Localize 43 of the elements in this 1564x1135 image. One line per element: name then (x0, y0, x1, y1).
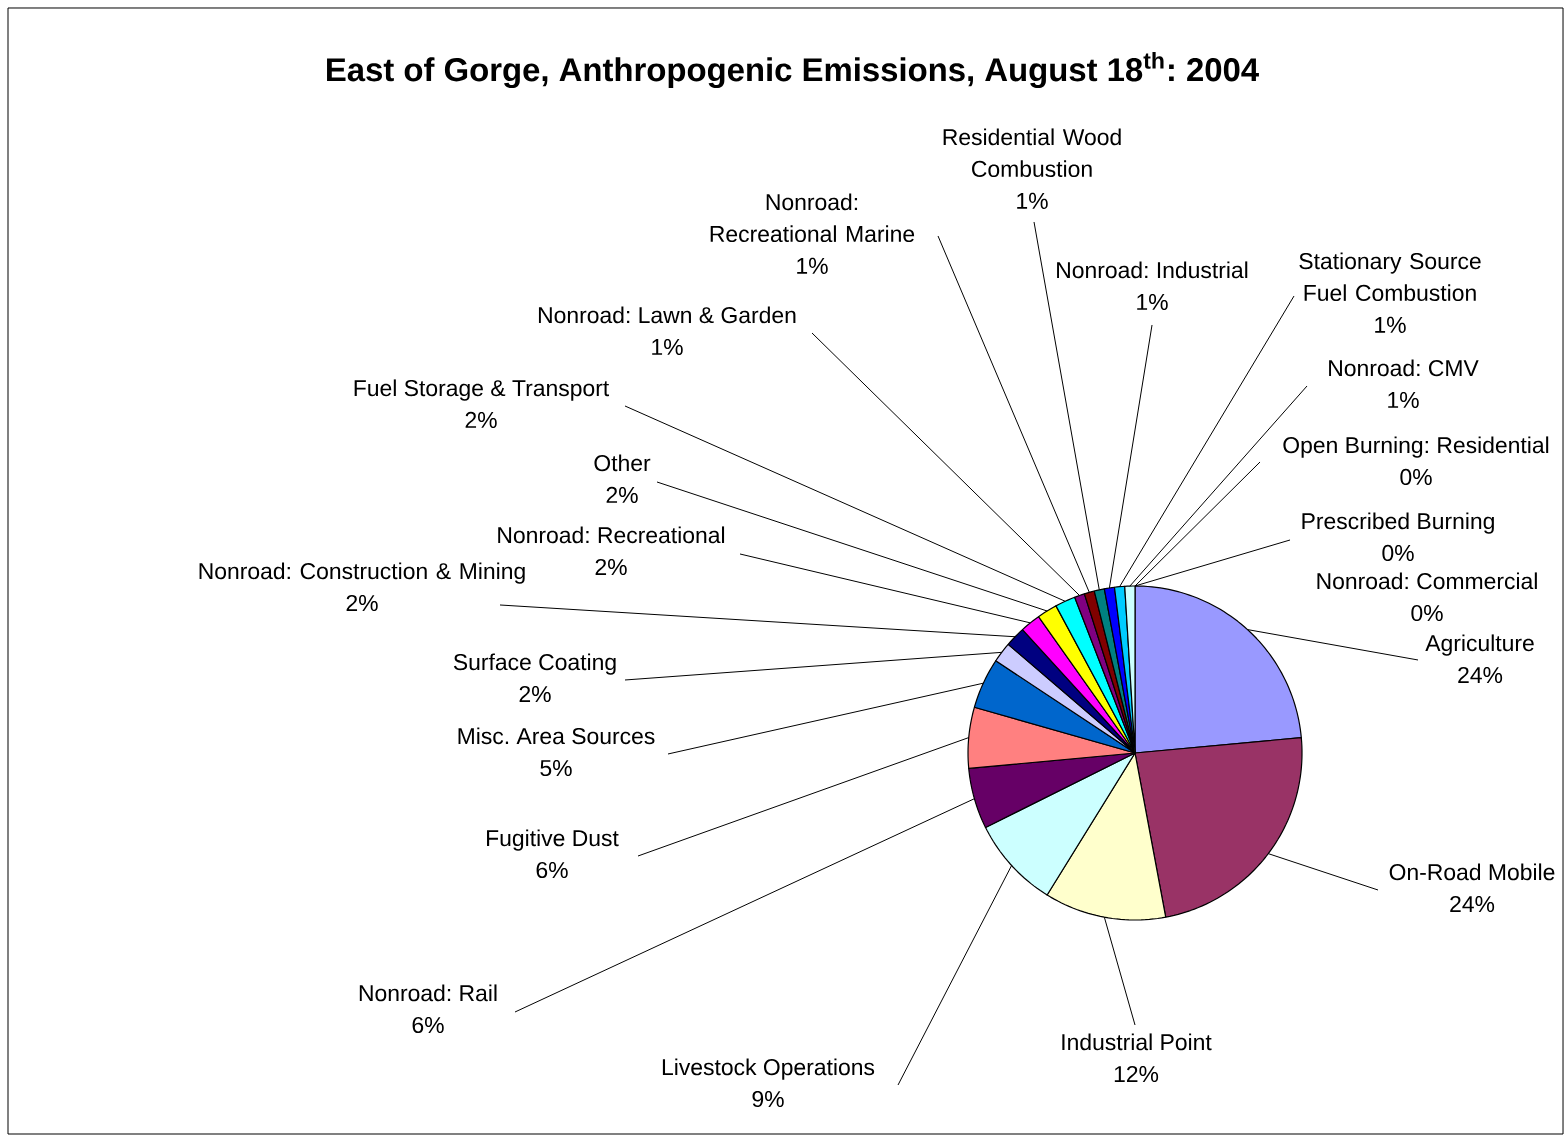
data-label: 1% (1137, 293, 1168, 310)
data-label: 5% (540, 759, 572, 777)
slice-label: Fuel Storage & Transport (354, 379, 610, 401)
slice-label: Surface Coating (453, 653, 616, 675)
data-label: 2% (519, 685, 551, 702)
text: 0% (1382, 544, 1414, 562)
data-label: 24% (1458, 666, 1503, 683)
slice-label: Nonroad: CMV (1329, 359, 1479, 377)
data-label: 6% (412, 1016, 444, 1034)
slice-label: Livestock Operations (662, 1058, 875, 1080)
slice-label: Nonroad: Recreational Marine (710, 193, 915, 243)
data-label: 1% (652, 338, 683, 355)
slice-label: Residential Wood Combustion (943, 128, 1121, 178)
slice-label: On-Road Mobile (1389, 863, 1555, 881)
slice-label: Fugitive Dust (487, 829, 619, 851)
data-label: 24% (1450, 895, 1495, 913)
slice-label: Industrial Point (1062, 1033, 1212, 1051)
data-label: 1% (797, 257, 828, 274)
slice-label: Nonroad: Recreational (498, 526, 725, 544)
slice-label: Other (594, 454, 651, 472)
data-label: 1% (1388, 391, 1419, 408)
data-label: 6% (536, 861, 568, 879)
slice-label: Nonroad: Construction & Mining (199, 562, 525, 584)
category-label: Prescribed Burning (1302, 512, 1494, 534)
slice-label: Agriculture (1425, 634, 1534, 656)
data-label: 2% (346, 594, 378, 611)
text: 0% (1400, 468, 1432, 486)
chart-title: East of Gorge, Anthropogenic Emissions, August 18$^{th}$: 2004 (327, 51, 1259, 89)
data-label: 2% (606, 486, 638, 503)
data-label: 9% (752, 1090, 784, 1108)
slice-label: Misc. Area Sources (458, 727, 655, 745)
slice-label: Nonroad: Lawn & Garden (538, 306, 796, 324)
data-label: 1% (1017, 192, 1048, 209)
slice-label: Stationary Source Fuel Combustion (1299, 252, 1481, 302)
slice-label: Nonroad: Rail (359, 984, 497, 1002)
data-label: 2% (595, 558, 627, 575)
text: 0% (1411, 604, 1443, 622)
data-label: 12% (1114, 1065, 1159, 1083)
category-label: Open Burning: Residential (1283, 436, 1549, 458)
data-label: 1% (1375, 316, 1406, 333)
data-label: 2% (465, 411, 497, 428)
category-label: Nonroad: Commercial (1317, 572, 1537, 590)
slice-label: Nonroad: Industrial (1057, 261, 1248, 279)
